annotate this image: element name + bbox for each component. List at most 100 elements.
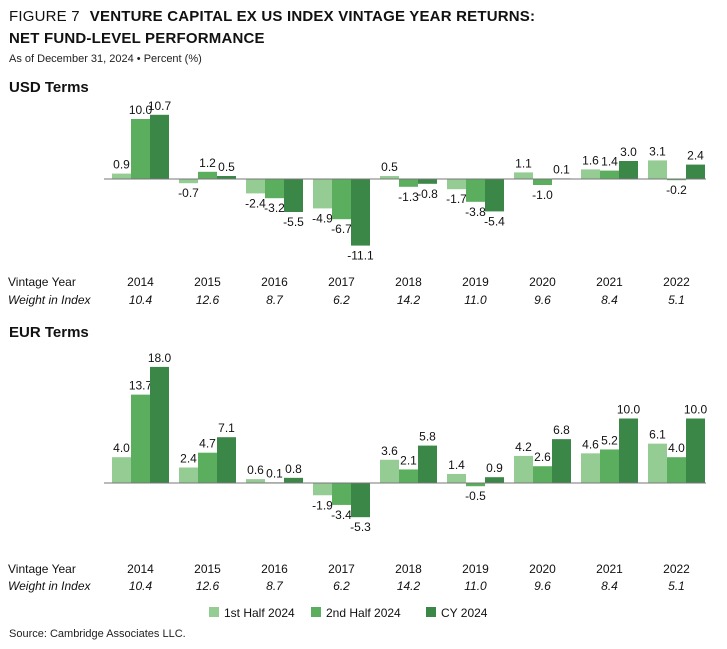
legend-label: 1st Half 2024 [224,606,295,620]
usd-bar [112,173,131,179]
eur-data-label: -5.3 [350,520,371,534]
usd-data-label: 0.9 [113,158,130,172]
usd-weight-value: 14.2 [397,293,421,307]
eur-data-label: 4.0 [668,441,685,455]
eur-weight-value: 14.2 [397,579,421,593]
usd-vintage-year: 2022 [663,275,690,289]
usd-vintage-year: 2014 [127,275,154,289]
usd-bar [246,179,265,194]
eur-bar [418,445,437,483]
usd-weight-value: 6.2 [333,293,350,307]
eur-bar [380,459,399,483]
eur-weight-value: 6.2 [333,579,350,593]
eur-vintage-year: 2016 [261,562,288,576]
eur-bar [246,479,265,483]
usd-bar [581,169,600,179]
usd-vintage-label: Vintage Year [8,275,76,289]
eur-data-label: 4.6 [582,437,599,451]
eur-data-label: -3.4 [331,508,352,522]
usd-data-label: -5.5 [283,215,304,229]
usd-data-label: 0.5 [218,160,235,174]
usd-data-label: -0.7 [178,186,199,200]
eur-bar [351,483,370,518]
usd-weight-value: 12.6 [196,293,220,307]
eur-data-label: 0.8 [285,462,302,476]
eur-vintage-year: 2019 [462,562,489,576]
eur-vintage-label: Vintage Year [8,562,76,576]
usd-bar [619,161,638,179]
usd-bar [485,179,504,212]
eur-vintage-year: 2022 [663,562,690,576]
usd-bar [198,171,217,179]
usd-data-label: 10.7 [148,99,172,113]
usd-data-label: -11.1 [347,249,374,263]
usd-bar [514,172,533,179]
eur-data-label: 6.1 [649,428,666,442]
usd-weight-value: 10.4 [129,293,153,307]
usd-weight-value: 5.1 [668,293,685,307]
eur-bar [112,457,131,483]
eur-data-label: 1.4 [448,458,465,472]
usd-bar [380,176,399,179]
usd-data-label: -5.4 [484,214,505,228]
legend-swatch [311,607,321,617]
usd-bar [466,179,485,202]
usd-data-label: -0.2 [666,183,687,197]
eur-data-label: 5.8 [419,430,436,444]
usd-data-label: -0.8 [417,187,438,201]
eur-bar [552,439,571,483]
usd-data-label: -3.2 [264,201,285,215]
usd-weight-value: 8.7 [266,293,284,307]
usd-data-label: 3.0 [620,145,637,159]
eur-bar [581,453,600,483]
usd-vintage-year: 2015 [194,275,221,289]
eur-panel-title: EUR Terms [9,324,89,341]
usd-weight-label: Weight in Index [8,293,91,307]
usd-weight-value: 8.4 [601,293,618,307]
usd-weight-value: 9.6 [534,293,551,307]
eur-data-label: 6.8 [553,423,570,437]
usd-data-label: -1.0 [532,188,553,202]
legend-swatch [426,607,436,617]
eur-bar [313,483,332,496]
figure-title: FIGURE 7 VENTURE CAPITAL EX US INDEX VINT… [9,8,535,25]
usd-bar [447,179,466,190]
eur-data-label: 2.1 [400,453,417,467]
eur-data-label: 3.6 [381,444,398,458]
eur-bar [179,467,198,483]
usd-bar [131,119,150,179]
usd-vintage-year: 2020 [529,275,556,289]
usd-data-label: -4.9 [312,211,333,225]
usd-bar [150,114,169,179]
eur-vintage-year: 2021 [596,562,623,576]
legend-label: CY 2024 [441,606,488,620]
eur-bar [198,452,217,483]
usd-data-label: -1.7 [446,192,467,206]
usd-bar [600,170,619,179]
eur-data-label: 4.0 [113,441,130,455]
usd-vintage-year: 2018 [395,275,422,289]
source-note: Source: Cambridge Associates LLC. [9,628,186,640]
eur-vintage-year: 2020 [529,562,556,576]
usd-vintage-year: 2016 [261,275,288,289]
usd-bar [686,164,705,179]
usd-data-label: 0.5 [381,160,398,174]
usd-data-label: 1.1 [515,156,532,170]
usd-data-label: 2.4 [687,149,704,163]
eur-weight-value: 5.1 [668,579,685,593]
eur-weight-value: 10.4 [129,579,153,593]
usd-vintage-year: 2019 [462,275,489,289]
usd-data-label: -6.7 [331,222,352,236]
eur-bar [447,473,466,483]
figure-title-text: VENTURE CAPITAL EX US INDEX VINTAGE YEAR… [89,8,536,25]
usd-bar [265,179,284,199]
usd-data-label: -1.3 [398,190,419,204]
usd-bar [648,160,667,179]
eur-bar [686,418,705,483]
eur-bar [399,469,418,483]
usd-bar [284,179,303,212]
usd-panel-title: USD Terms [9,79,89,96]
legend-swatch [209,607,219,617]
eur-bar [619,418,638,483]
